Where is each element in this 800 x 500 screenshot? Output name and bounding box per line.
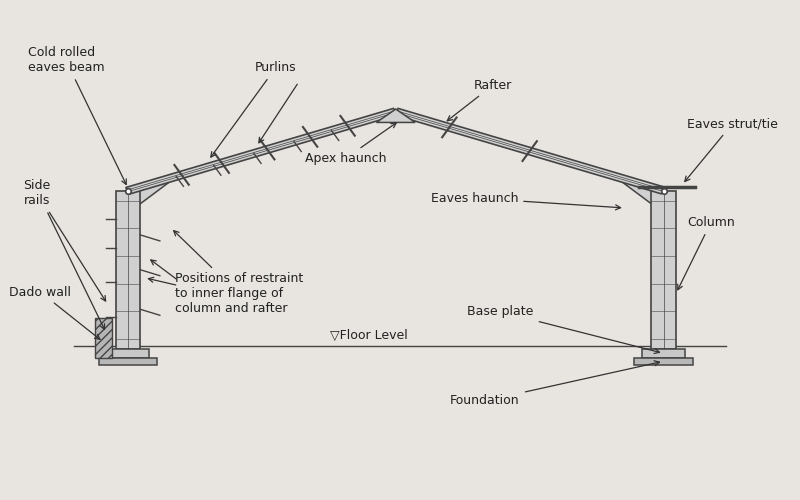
Polygon shape [394, 108, 666, 194]
Text: Purlins: Purlins [211, 62, 296, 157]
Text: Side
rails: Side rails [24, 179, 106, 301]
Text: Positions of restraint
to inner flange of
column and rafter: Positions of restraint to inner flange o… [174, 230, 303, 316]
Polygon shape [376, 109, 415, 122]
Bar [651, 190, 676, 349]
Bar [106, 349, 150, 358]
Text: Eaves haunch: Eaves haunch [430, 192, 621, 210]
Text: Eaves strut/tie: Eaves strut/tie [685, 118, 778, 182]
Bar [94, 318, 112, 358]
Bar [634, 358, 693, 364]
Text: Base plate: Base plate [467, 306, 659, 354]
Bar [99, 358, 157, 364]
Text: Column: Column [678, 216, 734, 290]
Text: Rafter: Rafter [447, 79, 512, 121]
Text: Dado wall: Dado wall [10, 286, 100, 340]
Polygon shape [614, 176, 663, 213]
Polygon shape [128, 176, 178, 213]
Text: Cold rolled
eaves beam: Cold rolled eaves beam [28, 46, 126, 184]
Text: ▽Floor Level: ▽Floor Level [330, 330, 407, 342]
Text: Foundation: Foundation [450, 361, 659, 408]
Polygon shape [126, 108, 398, 194]
Bar [116, 190, 141, 349]
Bar [642, 349, 685, 358]
Text: Apex haunch: Apex haunch [305, 123, 396, 165]
